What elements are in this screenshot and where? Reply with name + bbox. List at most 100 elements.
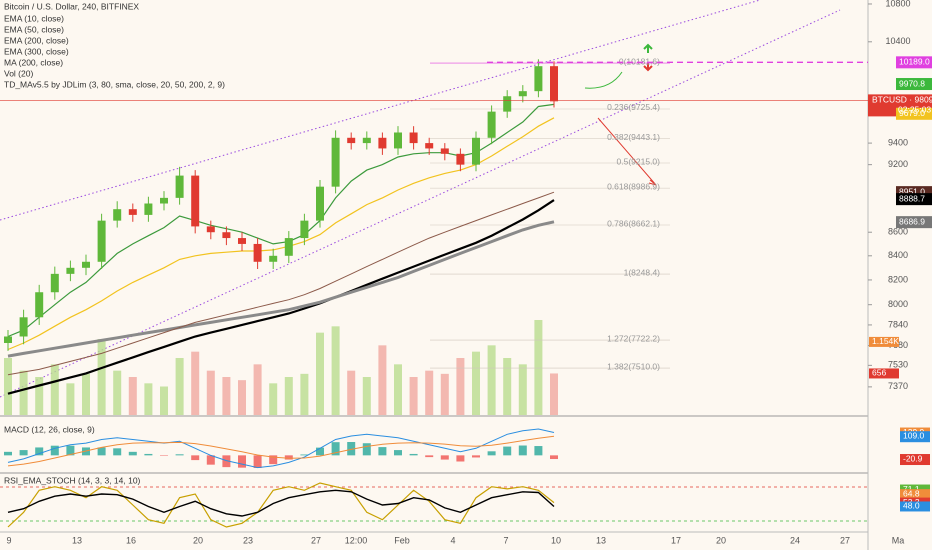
x-tick-label: 20	[193, 535, 203, 545]
macd-histogram	[503, 446, 512, 456]
volume-bar	[253, 364, 262, 415]
arrow-up	[643, 43, 653, 53]
macd-histogram	[409, 453, 418, 456]
x-tick-label: 16	[126, 535, 136, 545]
macd-histogram	[378, 447, 387, 456]
x-tick-label: 13	[596, 535, 606, 545]
volume-bar	[472, 351, 480, 415]
x-tick-label: 24	[790, 535, 800, 545]
candle-body	[4, 336, 12, 343]
price-tag-label: 8686.9	[899, 216, 925, 226]
price-tag-label: 8888.7	[899, 193, 925, 203]
volume-bar	[128, 377, 137, 415]
volume-bar	[144, 383, 153, 415]
countdown: 02:25:03	[898, 105, 931, 115]
rsi-tag-label: 64.8	[903, 488, 920, 498]
x-tick-label: 27	[840, 535, 850, 545]
candle-body	[347, 137, 356, 144]
volume-bar	[394, 364, 402, 415]
macd-histogram	[97, 447, 106, 456]
fib-label: 0.236(9725.4)	[607, 102, 660, 112]
x-tick-label: 10	[551, 535, 561, 545]
y-tick-label: 8600	[888, 227, 908, 237]
volume-bar	[534, 320, 543, 415]
macd-histogram	[284, 455, 293, 460]
volume-bar	[269, 383, 278, 415]
macd-histogram	[518, 445, 527, 456]
candle-body	[144, 203, 153, 215]
macd-histogram	[50, 445, 59, 456]
volume-bar	[19, 370, 28, 415]
volume-bar	[378, 345, 387, 415]
signal-line	[7, 435, 555, 467]
volume-bar	[518, 364, 527, 415]
fib-label: 1.382(7510.0)	[607, 361, 660, 371]
candle-body	[19, 317, 28, 337]
candle-body	[191, 175, 200, 227]
fib-label: 0(10181.6)	[619, 56, 660, 66]
candle-body	[425, 143, 434, 149]
volume-bar	[206, 370, 215, 415]
volume-tag-label: 1.154K	[872, 336, 899, 346]
macd-histogram	[4, 451, 12, 456]
macd-histogram	[160, 455, 168, 456]
fib-label: 0.5(9215.0)	[617, 156, 661, 166]
y-tick-label: 10400	[885, 36, 910, 46]
rsi-tag-label: 71.1	[903, 484, 920, 494]
volume-bar	[113, 370, 122, 415]
legend-entry: EMA (300, close)	[4, 46, 69, 56]
macd-histogram	[113, 448, 122, 456]
candle-body	[409, 132, 418, 144]
macd-histogram	[238, 455, 246, 468]
candle-body	[534, 66, 543, 92]
rsi-k-line	[7, 482, 555, 528]
x-tick-label: 17	[671, 535, 681, 545]
projection-up	[584, 71, 623, 89]
volume-bar	[238, 380, 246, 415]
rsi-label: RSI_EMA_STOCH (14, 3, 3, 14, 10)	[4, 475, 141, 485]
indicator-line	[7, 199, 555, 395]
candle-body	[456, 153, 465, 165]
rsi-tag	[900, 489, 930, 500]
candle-body	[300, 220, 309, 239]
candle-body	[253, 243, 262, 262]
legend-entry: Vol (20)	[4, 68, 33, 78]
macd-histogram	[456, 455, 465, 462]
macd-histogram	[472, 455, 480, 458]
volume-bar	[284, 377, 293, 415]
price-tag-label: 9679.0	[899, 108, 925, 118]
y-tick-label: 8000	[888, 299, 908, 309]
volume-bar	[97, 339, 106, 415]
macd-histogram	[440, 455, 449, 460]
candle-body	[472, 137, 480, 165]
macd-histogram	[66, 445, 75, 456]
legend-entry: TD_MAv5.5 by JDLim (3, 80, sma, close, 2…	[4, 79, 225, 89]
y-tick-label: 8400	[888, 250, 908, 260]
legend-entry: EMA (50, close)	[4, 24, 64, 34]
candle-body	[378, 137, 387, 149]
rsi-tag-label: 48.0	[903, 501, 920, 511]
volume-bar	[550, 373, 558, 415]
price-tag-label: 9970.8	[899, 78, 925, 88]
y-tick-label: 7840	[888, 319, 908, 329]
y-tick-label: 10800	[885, 0, 910, 8]
legend-entry: MA (200, close)	[4, 57, 63, 67]
volume-bar	[362, 377, 371, 415]
volume-bar	[347, 370, 356, 415]
x-tick-label: 13	[72, 535, 82, 545]
fib-label: 1.272(7722.2)	[607, 333, 660, 343]
candle-body	[160, 197, 168, 204]
legend-entry: EMA (10, close)	[4, 13, 64, 23]
price-tag-label: 8951.0	[899, 186, 925, 196]
y-tick-label: 7370	[888, 381, 908, 391]
volume-bar	[35, 377, 44, 415]
macd-histogram	[331, 442, 340, 456]
macd-line	[7, 428, 555, 469]
macd-histogram	[534, 446, 543, 456]
y-tick-label: 7530	[888, 360, 908, 370]
volume-tag	[869, 368, 899, 379]
candle-body	[487, 111, 496, 138]
candle-body	[66, 267, 75, 274]
macd-histogram	[316, 447, 324, 456]
